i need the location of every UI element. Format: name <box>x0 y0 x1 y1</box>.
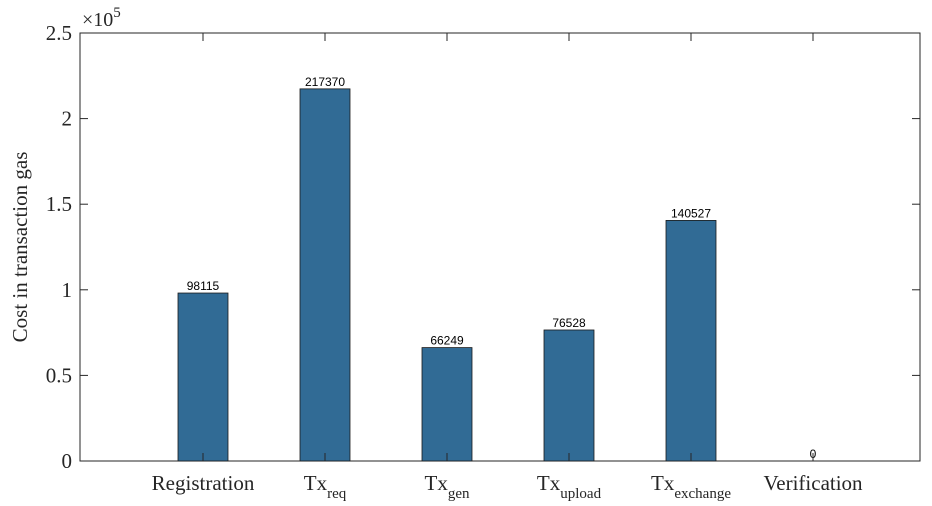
x-tick-label-0: Registration <box>152 471 255 495</box>
x-tick-label-5: Verification <box>763 471 863 495</box>
bar-4 <box>665 220 717 462</box>
y-scale-multiplier: ×105 <box>82 5 121 31</box>
bar-2 <box>421 347 473 462</box>
y-tick-label-2: 1 <box>62 278 73 302</box>
bar-1 <box>299 88 351 462</box>
y-tick-label-1: 0.5 <box>46 363 72 387</box>
bars <box>177 88 717 462</box>
y-tick-label-5: 2.5 <box>46 21 72 45</box>
x-tick-label-4: Txexchange <box>651 471 731 502</box>
y-tick-label-3: 1.5 <box>46 192 72 216</box>
plot-frame <box>79 32 921 462</box>
y-axis-label: Cost in transaction gas <box>8 152 32 343</box>
bar-3 <box>543 329 595 462</box>
data-label-3: 76528 <box>552 316 586 330</box>
data-label-4: 140527 <box>671 206 711 220</box>
data-label-1: 217370 <box>305 75 345 89</box>
data-label-2: 66249 <box>430 334 464 348</box>
x-tick-label-3: Txupload <box>537 471 602 502</box>
y-tick-label-4: 2 <box>62 107 73 131</box>
plot-box <box>79 32 921 462</box>
y-axis-ticks: 0 0.5 1 1.5 2 2.5 <box>46 21 920 473</box>
y-tick-label-0: 0 <box>62 449 73 473</box>
x-axis-ticks: Registration Txreq Txgen Txupload Txexchange… <box>152 33 863 502</box>
bar-0 <box>177 292 229 462</box>
data-label-0: 98115 <box>187 279 220 293</box>
x-tick-label-1: Txreq <box>304 471 347 502</box>
x-tick-label-2: Txgen <box>425 471 470 502</box>
